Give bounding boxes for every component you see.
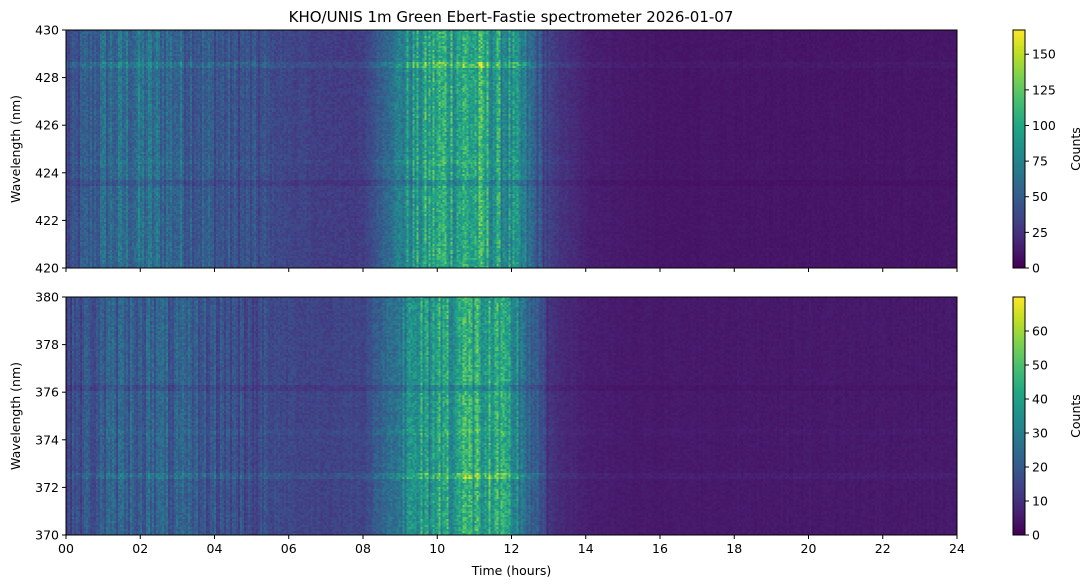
top-y-tick-label: 420 — [35, 261, 59, 276]
bottom-y-tick-label: 378 — [35, 337, 59, 352]
bottom-colorbar-frame — [1012, 296, 1026, 536]
top-colorbar-tick-label: 75 — [1032, 154, 1048, 169]
bottom-x-tick-label: 20 — [801, 541, 817, 556]
top-y-axis-label: Wavelength (nm) — [8, 95, 23, 203]
bottom-x-tick-label: 24 — [949, 541, 965, 556]
bottom-y-tick-label: 370 — [35, 528, 59, 543]
top-colorbar-gradient — [1013, 30, 1025, 268]
top-plot-frame — [65, 29, 958, 269]
bottom-x-tick-label: 10 — [429, 541, 445, 556]
top-y-tick-label: 424 — [35, 165, 59, 180]
bottom-x-tick-label: 14 — [578, 541, 594, 556]
bottom-x-tick-label: 08 — [355, 541, 371, 556]
bottom-y-tick-label: 374 — [35, 432, 59, 447]
bottom-colorbar-tick-label: 30 — [1032, 426, 1048, 441]
bottom-colorbar-tick-label: 10 — [1032, 494, 1048, 509]
top-colorbar-tick-label: 25 — [1032, 225, 1048, 240]
bottom-colorbar-tick-label: 60 — [1032, 324, 1048, 339]
top-y-tick-label: 422 — [35, 213, 59, 228]
top-colorbar-label: Counts — [1068, 127, 1083, 171]
bottom-colorbar-label: Counts — [1068, 394, 1083, 438]
bottom-y-axis-label: Wavelength (nm) — [8, 362, 23, 470]
bottom-x-tick-label: 12 — [504, 541, 520, 556]
top-colorbar-frame — [1012, 29, 1026, 269]
top-y-tick-label: 430 — [35, 23, 59, 38]
bottom-colorbar-tick-label: 0 — [1032, 528, 1040, 543]
bottom-y-tick-label: 380 — [35, 290, 59, 305]
bottom-x-tick-label: 02 — [132, 541, 148, 556]
bottom-x-tick-label: 22 — [875, 541, 891, 556]
bottom-x-tick-label: 00 — [58, 541, 74, 556]
top-y-tick-label: 428 — [35, 70, 59, 85]
top-colorbar-tick-label: 150 — [1032, 47, 1056, 62]
bottom-y-tick-label: 372 — [35, 480, 59, 495]
bottom-x-tick-label: 16 — [652, 541, 668, 556]
top-spectrogram-heatmap — [66, 30, 957, 268]
top-colorbar-tick-label: 50 — [1032, 189, 1048, 204]
bottom-x-axis-label: Time (hours) — [471, 563, 551, 578]
bottom-spectrogram-heatmap — [66, 297, 957, 535]
top-colorbar-tick-label: 125 — [1032, 82, 1056, 97]
bottom-colorbar-tick-label: 20 — [1032, 460, 1048, 475]
chart-title: KHO/UNIS 1m Green Ebert-Fastie spectrome… — [289, 8, 734, 26]
top-colorbar-tick-label: 0 — [1032, 261, 1040, 276]
bottom-x-tick-label: 18 — [726, 541, 742, 556]
top-y-tick-label: 426 — [35, 118, 59, 133]
bottom-colorbar-tick-label: 50 — [1032, 358, 1048, 373]
bottom-colorbar-gradient — [1013, 297, 1025, 535]
bottom-y-tick-label: 376 — [35, 385, 59, 400]
bottom-colorbar-tick-label: 40 — [1032, 392, 1048, 407]
bottom-plot-frame — [65, 296, 958, 536]
bottom-x-tick-label: 06 — [281, 541, 297, 556]
top-colorbar-tick-label: 100 — [1032, 118, 1056, 133]
bottom-x-tick-label: 04 — [207, 541, 223, 556]
